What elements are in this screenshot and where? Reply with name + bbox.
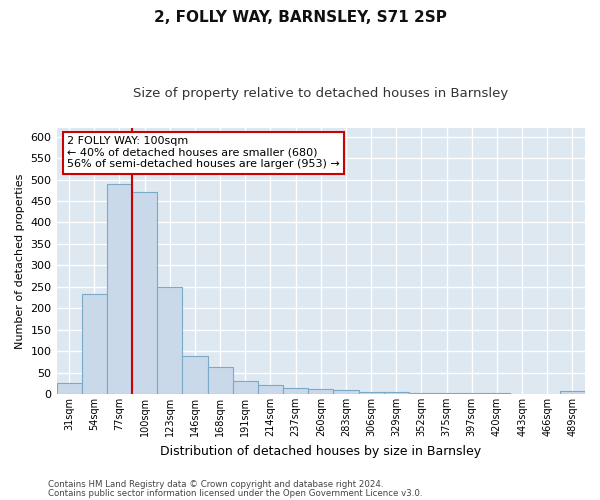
Bar bbox=[334, 390, 359, 394]
Text: Contains public sector information licensed under the Open Government Licence v3: Contains public sector information licen… bbox=[48, 488, 422, 498]
Bar bbox=[107, 184, 132, 394]
Y-axis label: Number of detached properties: Number of detached properties bbox=[15, 174, 25, 348]
Bar bbox=[82, 294, 107, 394]
Text: Contains HM Land Registry data © Crown copyright and database right 2024.: Contains HM Land Registry data © Crown c… bbox=[48, 480, 383, 489]
Text: 2, FOLLY WAY, BARNSLEY, S71 2SP: 2, FOLLY WAY, BARNSLEY, S71 2SP bbox=[154, 10, 446, 25]
Bar bbox=[258, 384, 283, 394]
Bar bbox=[484, 392, 509, 394]
Bar bbox=[560, 392, 585, 394]
Bar bbox=[132, 192, 157, 394]
Bar bbox=[233, 381, 258, 394]
Bar bbox=[434, 392, 459, 394]
Bar bbox=[308, 389, 334, 394]
Bar bbox=[383, 392, 409, 394]
X-axis label: Distribution of detached houses by size in Barnsley: Distribution of detached houses by size … bbox=[160, 444, 481, 458]
Bar bbox=[459, 392, 484, 394]
Bar bbox=[56, 384, 82, 394]
Bar bbox=[182, 356, 208, 394]
Bar bbox=[208, 367, 233, 394]
Text: 2 FOLLY WAY: 100sqm
← 40% of detached houses are smaller (680)
56% of semi-detac: 2 FOLLY WAY: 100sqm ← 40% of detached ho… bbox=[67, 136, 340, 169]
Bar bbox=[359, 392, 383, 394]
Title: Size of property relative to detached houses in Barnsley: Size of property relative to detached ho… bbox=[133, 88, 508, 101]
Bar bbox=[409, 392, 434, 394]
Bar bbox=[283, 388, 308, 394]
Bar bbox=[157, 287, 182, 394]
